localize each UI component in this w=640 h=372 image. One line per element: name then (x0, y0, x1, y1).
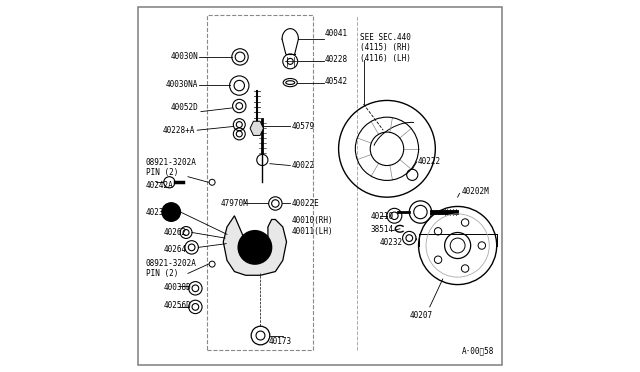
Text: 40256D: 40256D (164, 301, 191, 310)
Text: 40030NA: 40030NA (166, 80, 198, 89)
Polygon shape (250, 121, 264, 135)
Text: SEE SEC.440
(4115) (RH)
(4116) (LH): SEE SEC.440 (4115) (RH) (4116) (LH) (360, 33, 411, 62)
Text: 40041: 40041 (324, 29, 348, 38)
Text: 47970M: 47970M (220, 199, 248, 208)
Text: 40242A: 40242A (146, 181, 173, 190)
Text: 40010(RH)
40011(LH): 40010(RH) 40011(LH) (292, 216, 333, 235)
Circle shape (162, 203, 180, 221)
Text: 40210: 40210 (370, 212, 394, 221)
Bar (207, 15, 312, 350)
Text: 38514: 38514 (370, 225, 394, 234)
Text: A·00⁂58: A·00⁂58 (461, 346, 493, 355)
Text: 40022: 40022 (292, 161, 316, 170)
Text: 40207: 40207 (410, 311, 433, 320)
Text: 08921-3202A
PIN (2): 08921-3202A PIN (2) (146, 158, 196, 177)
Text: 40038D: 40038D (164, 283, 191, 292)
Text: 40030N: 40030N (171, 52, 198, 61)
Text: 40022E: 40022E (292, 199, 320, 208)
Text: 40542: 40542 (324, 77, 348, 86)
Polygon shape (223, 216, 287, 275)
Text: 40228: 40228 (324, 55, 348, 64)
Text: 08921-3202A
PIN (2): 08921-3202A PIN (2) (146, 259, 196, 278)
Text: 40202M: 40202M (462, 187, 490, 196)
Circle shape (238, 231, 271, 264)
Text: 40262: 40262 (164, 228, 187, 237)
Text: 40228+A: 40228+A (163, 126, 195, 135)
Ellipse shape (283, 78, 298, 87)
Text: 40052D: 40052D (171, 103, 198, 112)
Text: 40234: 40234 (146, 208, 169, 217)
Text: 40232: 40232 (380, 238, 403, 247)
Text: 40579: 40579 (292, 122, 316, 131)
Text: 40222: 40222 (417, 157, 440, 166)
Text: 40173: 40173 (269, 337, 292, 346)
Ellipse shape (286, 81, 294, 84)
Text: 40264: 40264 (164, 245, 187, 254)
